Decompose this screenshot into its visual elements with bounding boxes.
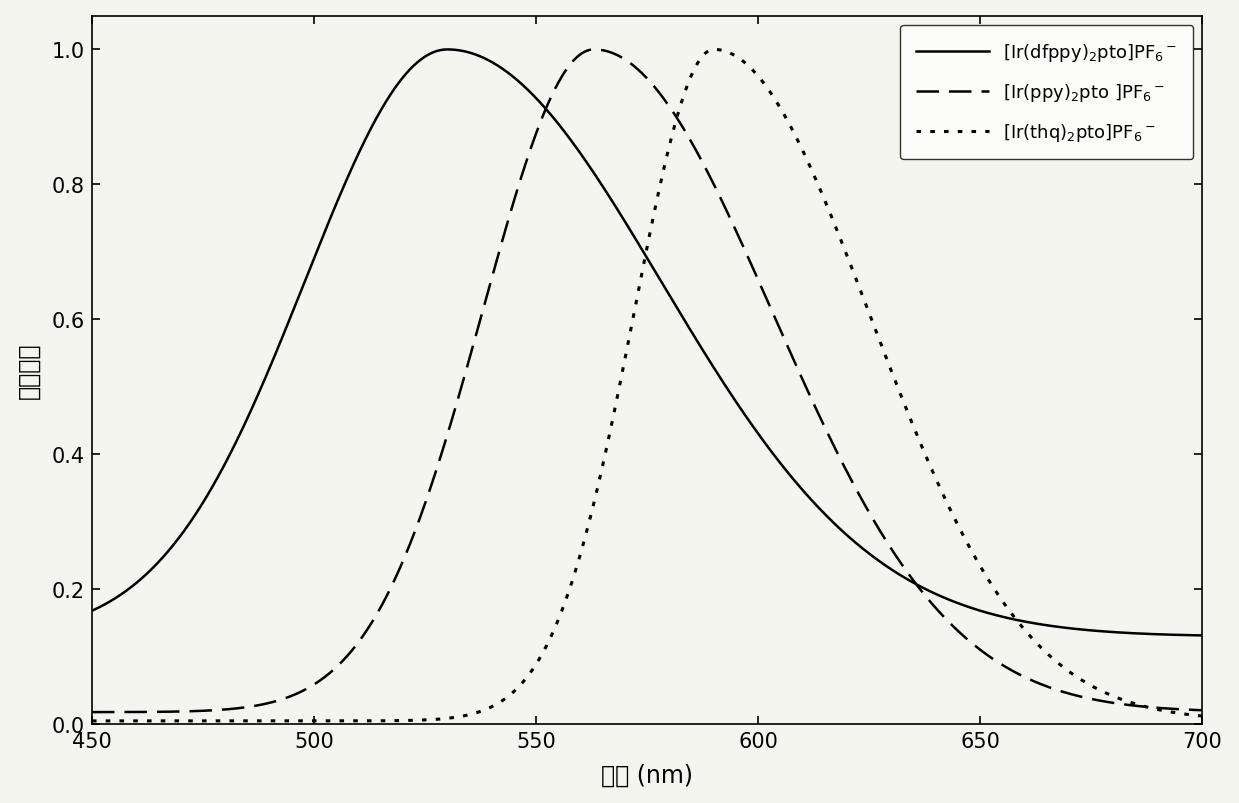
[Ir(dfppy)$_2$pto]PF$_6$$^-$ [1196,631,1211,641]
[Ir(thq)$_2$pto]PF$_6$$^-$ [1054,661,1069,671]
[Ir(ppy)$_2$pto ]PF$_6$$^-$ [84,707,99,717]
[Ir(thq)$_2$pto]PF$_6$$^-$ [1173,709,1188,719]
[Ir(thq)$_2$pto]PF$_6$$^-$ [84,716,99,726]
[Ir(ppy)$_2$pto ]PF$_6$$^-$ [586,46,601,55]
[Ir(dfppy)$_2$pto]PF$_6$$^-$ [559,130,574,140]
Line: [Ir(ppy)$_2$pto ]PF$_6$$^-$: [Ir(ppy)$_2$pto ]PF$_6$$^-$ [92,51,1203,712]
[Ir(ppy)$_2$pto ]PF$_6$$^-$ [1054,687,1069,696]
[Ir(dfppy)$_2$pto]PF$_6$$^-$ [510,77,525,87]
[Ir(dfppy)$_2$pto]PF$_6$$^-$ [1173,630,1188,640]
[Ir(thq)$_2$pto]PF$_6$$^-$ [706,46,721,55]
[Ir(ppy)$_2$pto ]PF$_6$$^-$ [278,694,292,703]
[Ir(ppy)$_2$pto ]PF$_6$$^-$ [1173,704,1188,714]
[Ir(thq)$_2$pto]PF$_6$$^-$ [510,683,525,693]
Line: [Ir(dfppy)$_2$pto]PF$_6$$^-$: [Ir(dfppy)$_2$pto]PF$_6$$^-$ [92,51,1203,636]
[Ir(dfppy)$_2$pto]PF$_6$$^-$ [278,328,292,337]
[Ir(ppy)$_2$pto ]PF$_6$$^-$ [1196,706,1211,715]
[Ir(dfppy)$_2$pto]PF$_6$$^-$ [1054,622,1069,632]
X-axis label: 波长 (nm): 波长 (nm) [601,762,693,786]
Y-axis label: 发射强度: 发射强度 [16,342,41,399]
[Ir(ppy)$_2$pto ]PF$_6$$^-$ [559,66,574,75]
[Ir(ppy)$_2$pto ]PF$_6$$^-$ [211,705,225,715]
[Ir(thq)$_2$pto]PF$_6$$^-$ [211,716,225,726]
[Ir(dfppy)$_2$pto]PF$_6$$^-$ [84,606,99,616]
[Ir(thq)$_2$pto]PF$_6$$^-$ [1196,711,1211,721]
Legend: [Ir(dfppy)$_2$pto]PF$_6$$^-$, [Ir(ppy)$_2$pto ]PF$_6$$^-$, [Ir(thq)$_2$pto]PF$_6: [Ir(dfppy)$_2$pto]PF$_6$$^-$, [Ir(ppy)$_… [901,26,1193,160]
[Ir(thq)$_2$pto]PF$_6$$^-$ [278,716,292,726]
[Ir(dfppy)$_2$pto]PF$_6$$^-$ [211,471,225,481]
[Ir(thq)$_2$pto]PF$_6$$^-$ [559,595,574,605]
[Ir(ppy)$_2$pto ]PF$_6$$^-$ [510,184,525,194]
Line: [Ir(thq)$_2$pto]PF$_6$$^-$: [Ir(thq)$_2$pto]PF$_6$$^-$ [92,51,1203,721]
[Ir(dfppy)$_2$pto]PF$_6$$^-$ [440,46,455,55]
